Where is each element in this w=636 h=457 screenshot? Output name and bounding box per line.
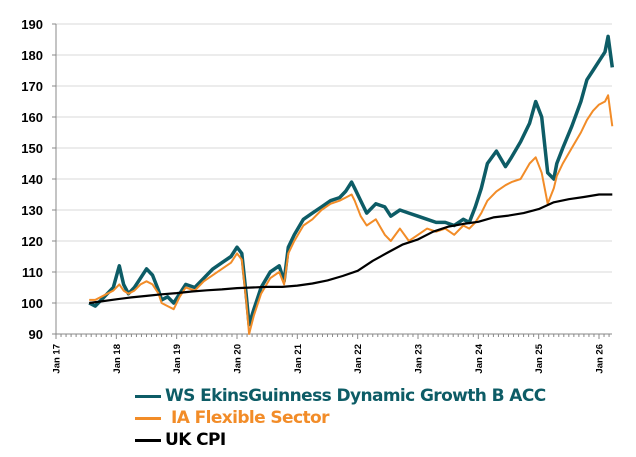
legend-item-ekinsguinness: WS EkinsGuinness Dynamic Growth B ACC <box>135 385 546 407</box>
x-tick-label: Jan 26 <box>595 344 606 374</box>
legend-label-ia-flexible: IA Flexible Sector <box>171 408 329 428</box>
y-axis-ticks: 90 100 110 120 130 140 150 160 170 180 190 <box>21 17 56 342</box>
x-tick-label: Jan 25 <box>534 343 545 373</box>
legend-item-uk-cpi: UK CPI <box>135 429 546 451</box>
y-tick-label: 120 <box>21 234 43 249</box>
y-tick-label: 150 <box>21 141 43 156</box>
x-tick-label: Jan 17 <box>52 344 63 374</box>
x-tick-label: Jan 21 <box>293 343 304 373</box>
legend-label-uk-cpi: UK CPI <box>165 430 226 450</box>
y-tick-label: 190 <box>21 17 43 32</box>
legend-swatch-uk-cpi <box>135 438 161 442</box>
x-tick-label: Jan 22 <box>353 344 364 374</box>
legend-label-ekinsguinness: WS EkinsGuinness Dynamic Growth B ACC <box>165 386 546 406</box>
y-tick-label: 110 <box>22 265 43 280</box>
legend-item-ia-flexible: IA Flexible Sector <box>135 407 546 429</box>
x-tick-label: Jan 20 <box>233 344 244 374</box>
series-lines <box>88 34 615 335</box>
x-tick-label: Jan 19 <box>172 344 183 374</box>
y-tick-label: 100 <box>21 296 43 311</box>
series-line-ekinsguinness <box>88 34 615 327</box>
series-line-uk-cpi <box>89 193 613 305</box>
y-tick-label: 140 <box>21 172 43 187</box>
series-line-ia-flexible <box>89 94 614 335</box>
x-tick-label: Jan 24 <box>474 343 485 373</box>
y-tick-label: 130 <box>21 203 43 218</box>
legend-swatch-ekinsguinness <box>135 394 161 398</box>
y-tick-label: 160 <box>21 110 43 125</box>
x-tick-label: Jan 18 <box>112 344 123 374</box>
y-tick-label: 170 <box>21 79 43 94</box>
y-tick-label: 180 <box>21 48 43 63</box>
legend-swatch-ia-flexible <box>135 416 161 420</box>
x-axis-ticks: Jan 17 Jan 18 Jan 19 Jan 20 Jan 21 Jan 22 Jan … <box>52 334 610 374</box>
y-tick-label: 90 <box>29 327 43 342</box>
x-tick-label: Jan 23 <box>414 344 425 374</box>
legend: WS EkinsGuinness Dynamic Growth B ACC IA… <box>135 385 546 451</box>
